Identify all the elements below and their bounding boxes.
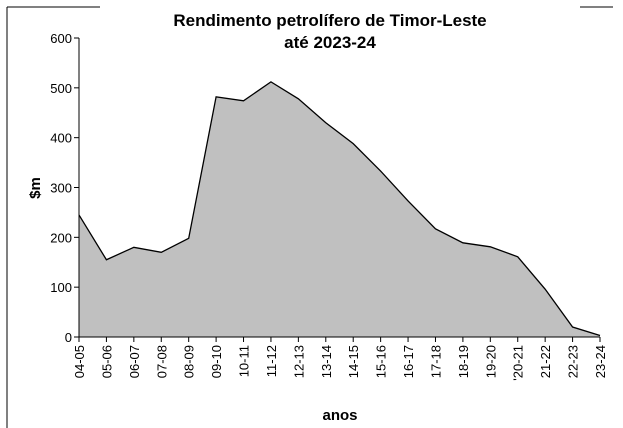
area [79, 81, 600, 337]
x-tick-label: 22-23 [566, 345, 581, 378]
x-tick-label: 15-16 [374, 345, 389, 378]
x-tick-label: 23-24 [593, 345, 608, 378]
chart-title: até 2023-24 [284, 33, 376, 52]
y-axis-title: $m [27, 177, 44, 199]
x-tick-label: 06-07 [127, 345, 142, 378]
x-axis-title: anos [322, 407, 357, 424]
y-tick-label: 200 [50, 230, 72, 245]
x-tick-label: 18-19 [456, 345, 471, 378]
x-tick-label: 04-05 [72, 345, 87, 378]
y-tick-label: 300 [50, 181, 72, 196]
x-tick-label: 09-10 [209, 345, 224, 378]
chart-title: Rendimento petrolífero de Timor-Leste [173, 11, 486, 30]
x-tick-label: 11-12 [264, 345, 279, 377]
x-tick-label: 08-09 [182, 345, 197, 378]
y-tick-label: 0 [65, 330, 72, 345]
y-tick-label: 500 [50, 81, 72, 96]
x-tick-label: 16-17 [401, 345, 416, 378]
area-line [78, 81, 601, 337]
y-tick-label: 100 [50, 280, 72, 295]
x-tick-label: 21-22 [538, 345, 553, 378]
x-tick-label: 05-06 [99, 345, 114, 378]
x-tick-label: 13-14 [319, 345, 334, 378]
x-tick-label: 12-13 [291, 345, 306, 378]
x-tick-label: 14-15 [346, 345, 361, 378]
x-tick-label: '20-21 [511, 345, 526, 381]
y-tick-label: 400 [50, 131, 72, 146]
x-tick-label: 19-20 [483, 345, 498, 378]
y-tick-label: 600 [50, 31, 72, 46]
x-tick-label: 10-11 [237, 345, 252, 377]
x-tick-label: 17-18 [428, 345, 443, 378]
x-tick-label: 07-08 [154, 345, 169, 378]
